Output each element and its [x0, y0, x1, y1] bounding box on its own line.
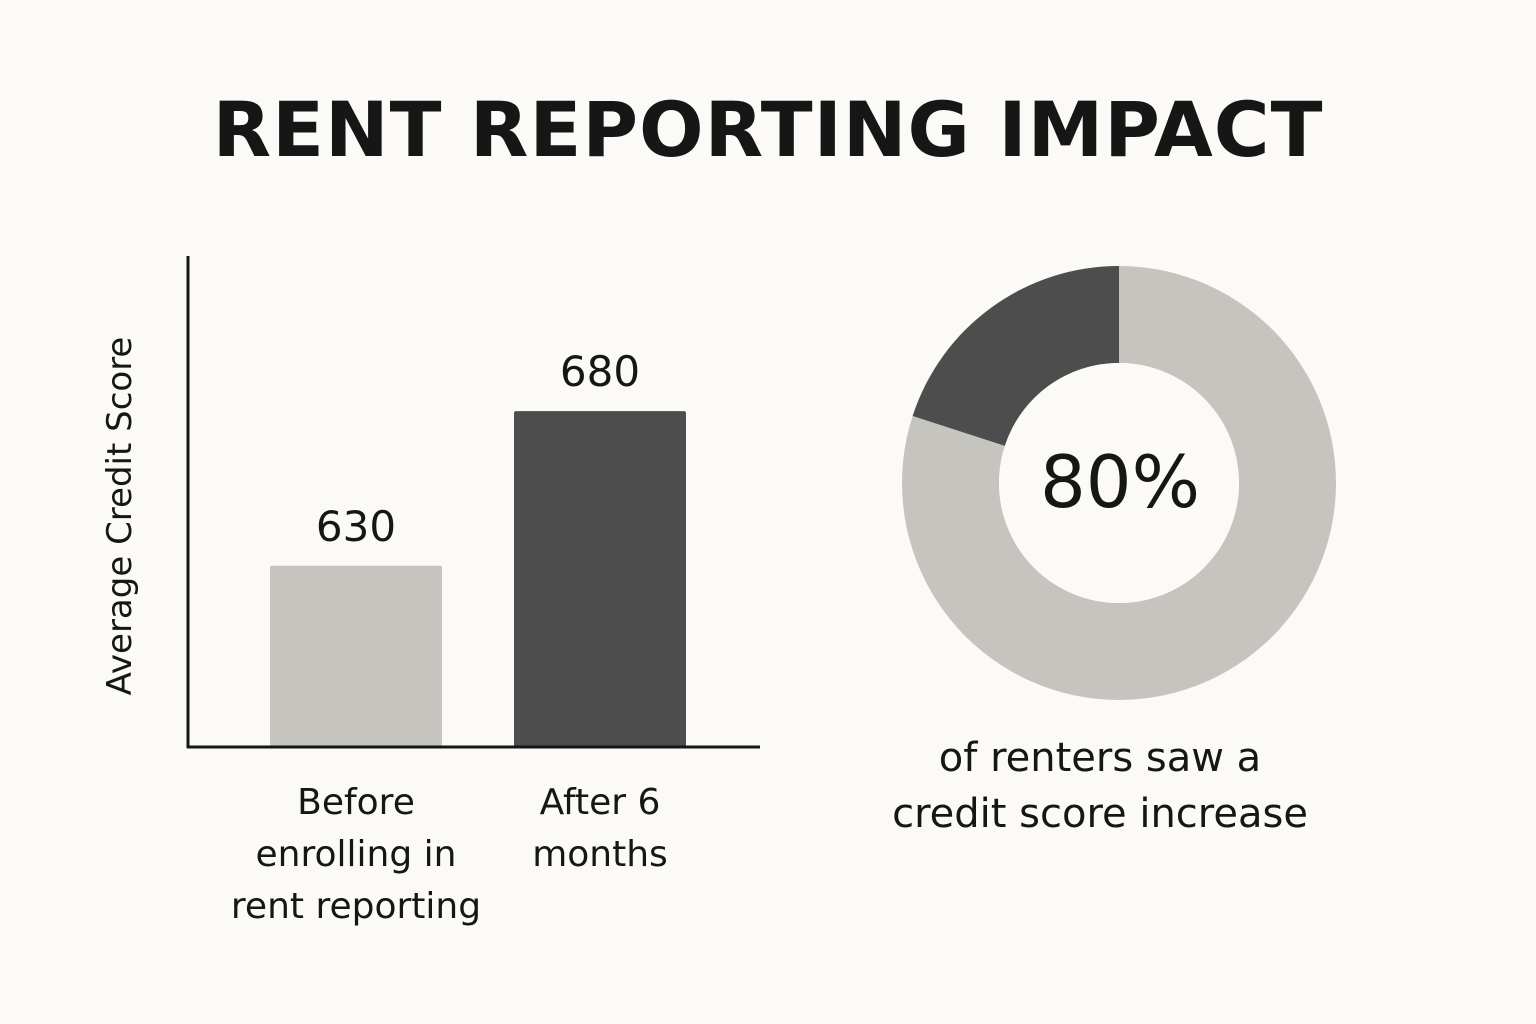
- bar-value-label: 630: [315, 501, 397, 551]
- chart-title: RENT REPORTING IMPACT: [212, 85, 1324, 174]
- donut-hole: [999, 363, 1239, 603]
- bar-value-label: 680: [559, 347, 641, 397]
- x-tick-label: Before enrolling in rent reporting: [230, 782, 482, 927]
- donut-slice-other: [912, 266, 1119, 446]
- x-tick-label: After 6 months: [532, 782, 668, 875]
- bar-after: [514, 411, 686, 747]
- donut-caption: of renters saw a credit score increase: [892, 735, 1308, 837]
- bar-before: [270, 565, 442, 747]
- donut-center-label: 80%: [1039, 440, 1201, 524]
- donut-slice-increase: [902, 266, 1336, 700]
